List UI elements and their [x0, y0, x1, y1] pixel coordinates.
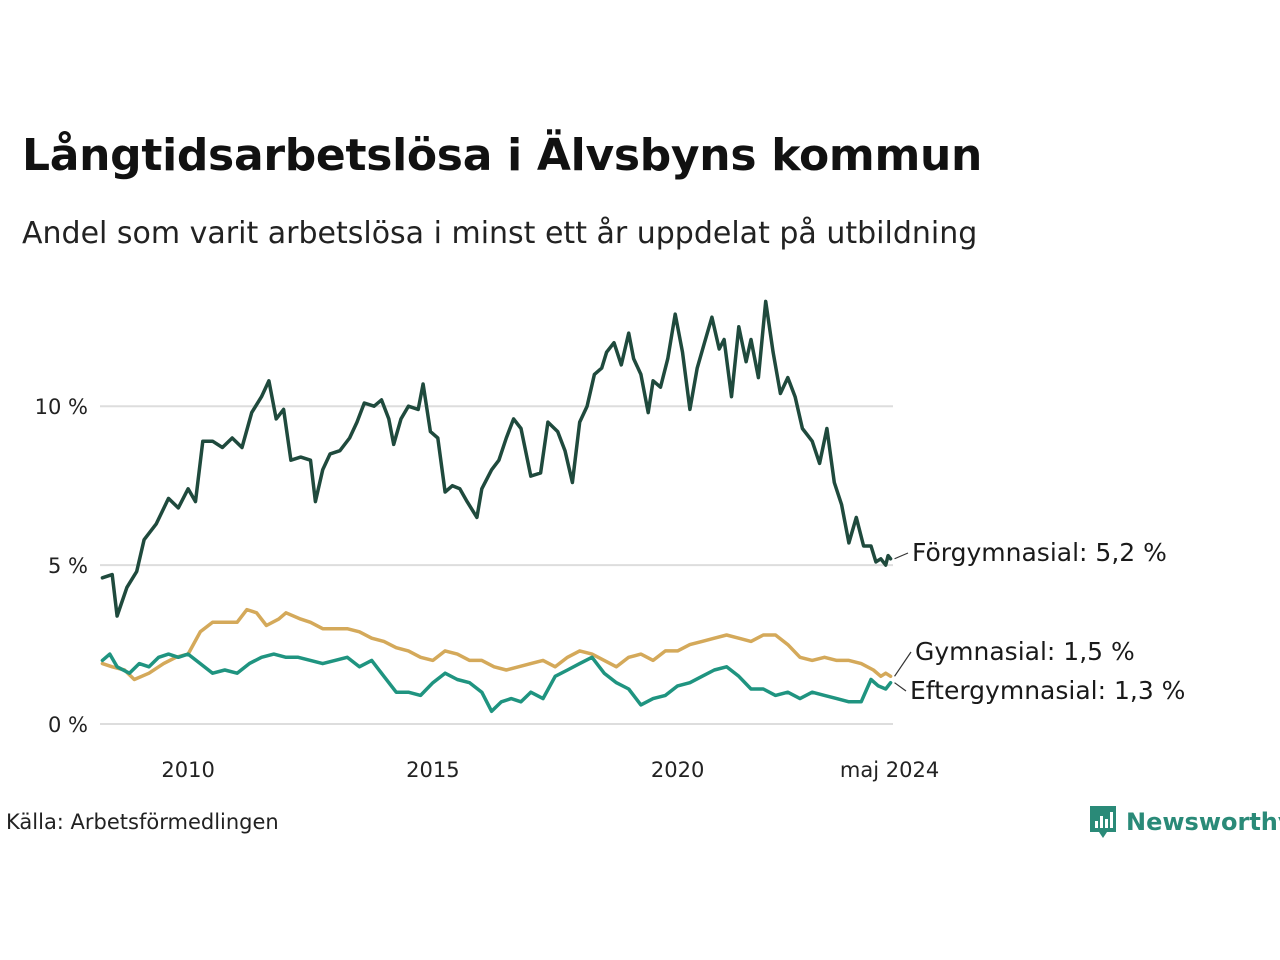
series-end-label: Eftergymnasial: 1,3 % — [910, 676, 1185, 705]
series-end-label: Gymnasial: 1,5 % — [915, 637, 1135, 666]
series-line-gymnasial — [100, 607, 893, 682]
x-axis-labels: 2010 2015 2020 maj 2024 — [161, 758, 939, 782]
grid-lines — [100, 405, 893, 725]
brand-logo: Newsworthy — [1088, 804, 1280, 840]
chart-subtitle: Andel som varit arbetslösa i minst ett å… — [22, 216, 978, 251]
series-line-eftergymnasial — [100, 652, 893, 714]
series-lines — [100, 299, 893, 714]
series-line-förgymnasial — [100, 299, 893, 618]
brand-name: Newsworthy — [1126, 808, 1280, 836]
y-axis-labels: 0 % 5 % 10 % — [35, 395, 88, 737]
chart-title: Långtidsarbetslösa i Älvsbyns kommun — [22, 130, 983, 181]
y-tick-label: 5 % — [48, 554, 88, 578]
x-tick-label: maj 2024 — [840, 758, 939, 782]
newsworthy-logo-icon — [1090, 806, 1116, 838]
source-note: Källa: Arbetsförmedlingen — [6, 810, 279, 834]
label-leader-line — [894, 651, 912, 677]
series-end-label: Förgymnasial: 5,2 % — [912, 538, 1167, 567]
x-tick-label: 2020 — [651, 758, 704, 782]
x-tick-label: 2010 — [161, 758, 214, 782]
series-end-labels: Förgymnasial: 5,2 % Gymnasial: 1,5 % Efter… — [894, 538, 1185, 705]
y-tick-label: 10 % — [35, 395, 88, 419]
x-tick-label: 2015 — [406, 758, 459, 782]
label-leader-line — [894, 552, 909, 560]
y-tick-label: 0 % — [48, 713, 88, 737]
label-leader-line — [894, 682, 907, 692]
